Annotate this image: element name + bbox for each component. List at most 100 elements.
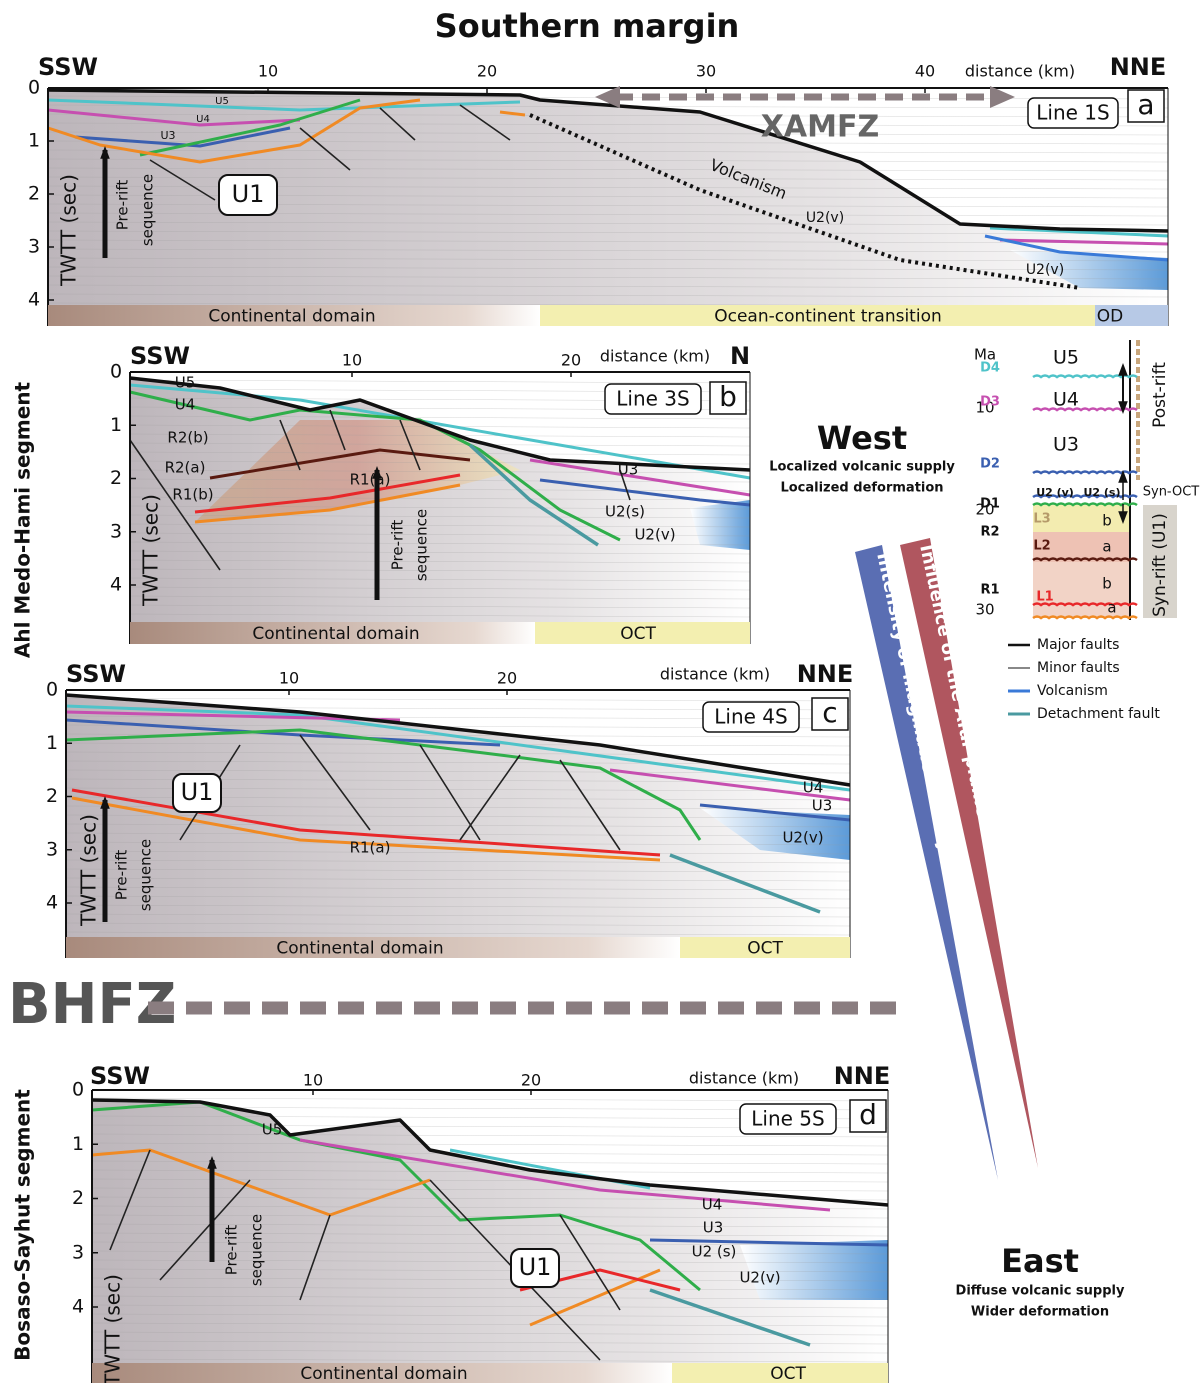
unit-label: Pre-rift [113,850,131,901]
direction-label: NNE [797,660,854,688]
panel-letter: c [822,696,837,729]
y-axis-label: TWTT (sec) [139,494,163,607]
y-tick-label: 0 [46,679,58,701]
legend-label: Volcanism [1037,683,1108,699]
column-unit-label: b [1102,512,1112,530]
unit-label: U3 [160,129,175,142]
reflector [130,380,750,383]
horizon-line [1033,472,1137,474]
domain-label: Ocean-continent transition [714,307,942,327]
direction-note: Wider deformation [971,1305,1109,1320]
direction-label: SSW [90,1062,150,1090]
unit-label: Pre-rift [223,1225,241,1276]
y-tick-label: 2 [46,785,58,807]
unit-label: R1(a) [350,471,391,489]
x-tick-label: 10 [279,669,299,688]
x-tick-label: 20 [521,1071,541,1090]
direction-note: Localized volcanic supply [769,460,955,475]
unit-label: sequence [413,509,431,581]
column-unit-label: U2 (v) [1036,486,1074,499]
legend-label: Minor faults [1037,660,1120,676]
domain-label: Continental domain [276,939,443,959]
column-unit-label: a [1102,538,1111,556]
period-label: Syn-OCT [1143,485,1200,500]
y-tick-label: 3 [110,520,122,542]
unit-label: R2(b) [167,429,208,447]
unit-label: U1 [181,778,214,806]
unit-label: Pre-rift [114,180,132,231]
y-tick-label: 3 [28,236,40,258]
domain-label: Continental domain [300,1364,467,1383]
horizon-label: L1 [1036,590,1053,605]
unit-label: U3 [618,461,639,479]
y-tick-label: 1 [28,130,40,152]
column-tick: 30 [975,601,994,619]
horizon-label: D3 [980,395,1000,410]
reflector [92,1098,888,1101]
horizon-label: D2 [980,457,1000,472]
y-tick-label: 0 [72,1079,84,1101]
y-tick-label: 4 [46,892,58,914]
direction-label: SSW [66,660,126,688]
unit-label: U5 [215,96,229,107]
panel-letter: d [859,1098,877,1131]
column-unit-label: U4 [1053,389,1079,411]
direction-label: SSW [130,342,190,370]
xamfz-head [990,86,1015,108]
unit-label: U2(v) [1026,262,1064,278]
legend-label: Major faults [1037,637,1119,653]
direction-label: NNE [834,1062,891,1090]
x-tick-label: 10 [258,62,278,81]
column-unit-label: R2 [980,525,999,540]
direction-note: Localized deformation [780,481,943,496]
horizon-label: D1 [980,497,1000,512]
unit-label: U3 [812,797,833,815]
panel-letter: b [719,380,737,413]
y-axis-label: TWTT (sec) [57,174,81,287]
distance-label: distance (km) [689,1069,799,1088]
unit-label: U5 [175,374,196,392]
legend-label: Detachment fault [1037,706,1160,722]
unit-label: Pre-rift [389,520,407,571]
unit-label: U4 [803,779,824,797]
unit-label: XAMFZ [761,110,879,145]
column-unit-label: U2 (s) [1083,486,1120,499]
distance-label: distance (km) [600,347,710,366]
x-tick-label: 10 [342,351,362,370]
column-unit-label: U3 [1053,434,1079,456]
domain-label: OCT [770,1364,806,1383]
y-axis-label: TWTT (sec) [101,1274,125,1383]
domain-label: OD [1097,307,1123,327]
arrow-head [1118,363,1128,376]
unit-label: U2(v) [806,210,844,226]
unit-label: R1(b) [172,486,213,504]
y-tick-label: 3 [72,1241,84,1263]
panel-letter: a [1137,88,1154,121]
y-tick-label: 1 [46,732,58,754]
line-name: Line 1S [1036,101,1109,125]
unit-label: U4 [702,1196,723,1214]
y-tick-label: 2 [72,1187,84,1209]
unit-label: U2(v) [739,1269,780,1287]
figure: Southern margin Ahl Medo-Hami segment Bo… [0,0,1203,1383]
unit-label: U3 [703,1219,724,1237]
unit-label: sequence [137,839,155,911]
x-tick-label: 30 [696,62,716,81]
x-tick-label: 20 [561,351,581,370]
x-tick-label: 20 [477,62,497,81]
y-tick-label: 4 [72,1296,84,1318]
segment-label: Bosaso-Sayhut segment [11,1089,35,1361]
unit-label: U4 [196,114,210,125]
horizon-label: L3 [1033,512,1050,527]
horizon-line [1033,617,1137,619]
unit-label: R1(a) [350,839,391,857]
y-tick-label: 4 [110,574,122,596]
unit-label: U2(v) [782,829,823,847]
direction-note: Diffuse volcanic supply [956,1284,1125,1299]
distance-label: distance (km) [660,665,770,684]
y-tick-label: 0 [110,361,122,383]
x-tick-label: 10 [303,1071,323,1090]
line-name: Line 5S [751,1107,824,1131]
direction-label: SSW [38,53,98,81]
horizon-label: D4 [980,361,1000,376]
